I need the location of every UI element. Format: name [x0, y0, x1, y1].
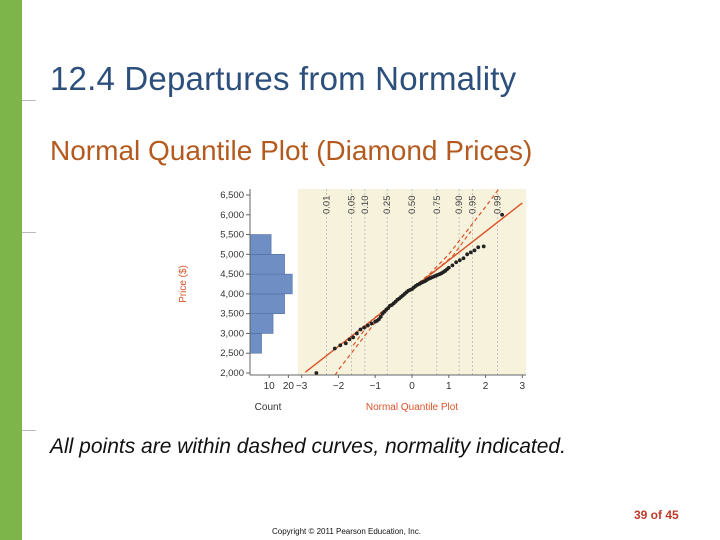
count-tick-label: 10	[264, 381, 276, 392]
data-point	[343, 341, 348, 346]
probability-tick-label: 0.95	[467, 196, 478, 215]
probability-tick-label: 0.99	[493, 196, 504, 215]
probability-tick-label: 0.10	[360, 196, 371, 215]
data-point	[468, 250, 473, 255]
data-point	[314, 371, 319, 375]
y-tick-label: 4,000	[220, 289, 244, 300]
data-point	[450, 263, 455, 268]
data-point	[338, 343, 343, 348]
data-point	[365, 323, 370, 328]
y-tick-label: 5,500	[220, 230, 244, 241]
y-tick-label: 3,000	[220, 328, 244, 339]
data-point	[351, 335, 356, 340]
sidebar-accent-bar	[0, 0, 22, 540]
slide-title: 12.4 Departures from Normality	[50, 60, 517, 97]
data-point	[500, 212, 504, 217]
slide-subtitle: Normal Quantile Plot (Diamond Prices)	[50, 135, 533, 166]
histogram-bar	[249, 313, 274, 334]
data-point	[369, 321, 374, 326]
confidence-band-lower	[334, 231, 472, 375]
data-point	[354, 331, 359, 336]
z-tick-label: 0	[409, 381, 415, 392]
z-tick-label: 2	[483, 381, 489, 392]
data-point	[347, 337, 352, 342]
data-point	[481, 244, 486, 249]
plot-area	[304, 189, 523, 375]
z-tick-label: −1	[370, 381, 382, 392]
y-tick-label: 5,000	[220, 249, 244, 260]
z-tick-label: 1	[446, 381, 452, 392]
histogram-bar	[249, 234, 272, 255]
data-point	[358, 327, 363, 332]
data-point	[476, 245, 481, 250]
data-point	[457, 258, 462, 263]
data-point	[362, 325, 367, 330]
y-tick-label: 2,000	[220, 368, 244, 379]
z-tick-label: −2	[333, 381, 345, 392]
count-tick-label: 20	[283, 381, 295, 392]
histogram-bar	[249, 333, 262, 354]
histogram-bar	[249, 254, 285, 275]
copyright-notice: Copyright © 2011 Pearson Education, Inc.	[272, 527, 421, 536]
y-tick-label: 3,500	[220, 309, 244, 320]
count-axis-label: Count	[255, 402, 282, 413]
probability-tick-label: 0.01	[321, 196, 332, 215]
histogram-bar	[249, 293, 285, 314]
data-point	[472, 248, 477, 253]
sidebar-divider	[22, 232, 36, 233]
y-tick-label: 6,000	[220, 210, 244, 221]
data-point	[446, 265, 451, 270]
data-point	[461, 256, 466, 261]
page-number: 39 of 45	[634, 508, 679, 522]
data-point	[465, 252, 470, 257]
slide-caption: All points are within dashed curves, nor…	[50, 435, 566, 458]
data-point	[378, 314, 383, 319]
probability-tick-label: 0.75	[432, 196, 443, 215]
data-point	[332, 346, 337, 351]
z-tick-label: −3	[296, 381, 308, 392]
y-tick-label: 2,500	[220, 348, 244, 359]
probability-tick-label: 0.50	[407, 196, 418, 215]
sidebar-divider	[22, 100, 36, 101]
probability-tick-label: 0.05	[347, 196, 358, 215]
probability-tick-label: 0.90	[454, 196, 465, 215]
probability-tick-label: 0.25	[382, 196, 393, 215]
quantile-x-axis-label: Normal Quantile Plot	[366, 402, 458, 413]
histogram-bar	[249, 273, 293, 295]
z-tick-label: 3	[520, 381, 526, 392]
histogram-y-axis-label: Price ($)	[178, 265, 189, 303]
quantile-plot-figure: 2,000 2,500 3,000 3,500 4,000 4,500 5,000 5,500…	[178, 189, 526, 413]
histogram-panel: 2,000 2,500 3,000 3,500 4,000 4,500 5,000 5,500…	[178, 189, 298, 413]
sidebar-divider	[22, 430, 36, 431]
y-tick-label: 4,500	[220, 269, 244, 280]
y-tick-label: 6,500	[220, 190, 244, 201]
data-point	[454, 260, 459, 265]
